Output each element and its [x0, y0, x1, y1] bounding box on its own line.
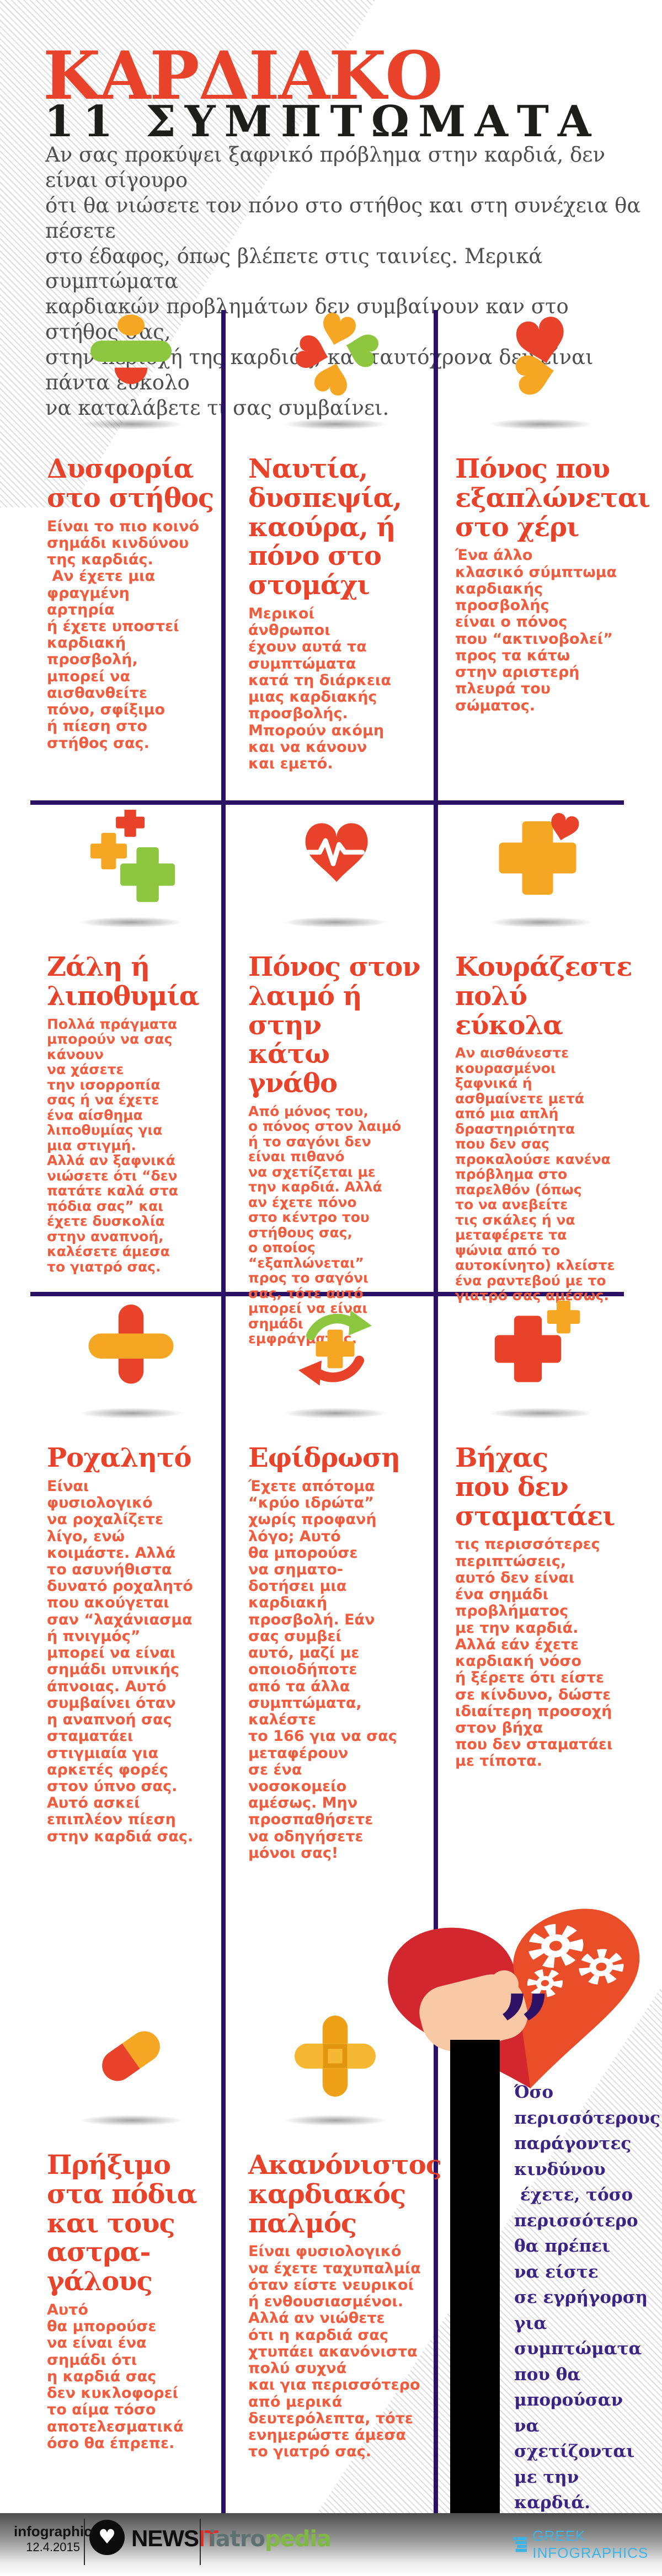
- card-body: Αν αισθάνεστε κουρασμένοι ξαφνικά ή ασθμ…: [455, 1045, 615, 1304]
- card-body: Μερικοί άνθρωποι έχουν αυτά τα συμπτώματ…: [248, 605, 391, 773]
- card-body: Είναι φυσιολογικό να ροχαλίζετε λίγο, εν…: [47, 1477, 194, 1845]
- card-body: τις περισσότερες περιπτώσεις, αυτό δεν ε…: [455, 1536, 613, 1770]
- infographics-credit: infographics 12.4.2015: [14, 2523, 100, 2554]
- card-irregular-heartbeat: Ακανόνιστος καρδιακός παλμός Είναι φυσιο…: [248, 2008, 442, 2461]
- card-fatigue: Κουράζεστε πολύ εύκολα Αν αισθάνεστε κου…: [455, 810, 632, 1304]
- iatropedia-logo: iatropedia: [209, 2526, 332, 2552]
- heartbeat-heart-icon: [248, 810, 422, 916]
- gear-icon: [527, 1969, 563, 1997]
- overlapping-hearts-icon: [455, 312, 627, 418]
- column-divider-1: [221, 310, 226, 2513]
- card-swelling: Πρήξιμο στα πόδια και τους αστρα- γάλους…: [47, 2008, 215, 2452]
- chest-discomfort-icon: [47, 312, 215, 418]
- icon-shadow: [282, 917, 388, 928]
- card-title: Εφίδρωση: [248, 1442, 401, 1473]
- card-title: Δυσφορία στο στήθος: [47, 453, 214, 514]
- card-body: Ένα άλλο κλασικό σύμπτωμα καρδιακής προσ…: [455, 547, 617, 714]
- quote-text: Όσο περισσότερους παράγοντες κινδύνου έχ…: [514, 2082, 660, 2513]
- iatropedia-text-iatro: iatro: [209, 2526, 265, 2552]
- card-chest-discomfort: Δυσφορία στο στήθος Είναι το πιο κοινό σ…: [47, 312, 215, 752]
- cross-heart-icon: [455, 810, 627, 916]
- card-title: Πρήξιμο στα πόδια και τους αστρα- γάλους: [47, 2150, 197, 2297]
- card-body: Είναι το πιο κοινό σημάδι κινδύνου της κ…: [47, 517, 200, 752]
- iatropedia-text-pedia: pedia: [265, 2526, 332, 2552]
- card-arm-pain: Πόνος που εξαπλώνεται στο χέρι Ένα άλλο …: [455, 312, 650, 714]
- greek-infographics-icon: [513, 2537, 527, 2552]
- footer-bar: infographics 12.4.2015 ♥ NEWSIT iatroped…: [0, 2513, 662, 2576]
- quote-mark-icon: ”: [498, 1974, 552, 2085]
- card-title: Βήχας που δεν σταματάει: [455, 1442, 615, 1532]
- newsit-logo: NEWSIT: [131, 2525, 218, 2552]
- card-title: Ροχαλητό: [47, 1442, 191, 1473]
- page-subtitle: 11 ΣΥΜΠΤΩΜΑΤΑ: [44, 97, 600, 147]
- newsit-logo-icon: ♥: [89, 2520, 125, 2555]
- greek-infographics-logo: GREEK INFOGRAPHICS: [513, 2527, 662, 2562]
- gear-icon: [528, 1923, 584, 1968]
- card-body: Είναι φυσιολογικό να έχετε ταχυπαλμία ότ…: [248, 2243, 421, 2461]
- icon-shadow: [78, 2115, 184, 2126]
- card-title: Ακανόνιστος καρδιακός παλμός: [248, 2150, 442, 2239]
- card-jaw-neck-pain: Πόνος στον λαιμό ή στην κάτω γνάθο Από μ…: [248, 810, 422, 1346]
- icon-shadow: [489, 917, 594, 928]
- page-title: ΚΑΡΔΙΑΚΟ: [43, 37, 443, 115]
- card-title: Πόνος που εξαπλώνεται στο χέρι: [455, 453, 650, 543]
- footer-divider: [200, 2519, 201, 2565]
- arm-illustration: [450, 2040, 500, 2513]
- footer-divider: [84, 2519, 85, 2565]
- row-divider-2: [30, 1292, 624, 1296]
- hearts-pinwheel-icon: [248, 312, 422, 418]
- card-body: Από μόνος του, ο πόνος στον λαιμό ή το σ…: [248, 1103, 402, 1347]
- double-cross-icon: [455, 1301, 627, 1407]
- newsit-text-news: NEWS: [131, 2525, 199, 2551]
- refresh-arrows-cross-icon: [248, 1301, 422, 1407]
- card-snoring: Ροχαλητό Είναι φυσιολογικό να ροχαλίζετε…: [47, 1301, 215, 1845]
- bandage-cross-icon: [248, 2008, 422, 2114]
- card-body: Αυτό θα μπορούσε να είναι ένα σημάδι ότι…: [47, 2301, 184, 2452]
- greek-infographics-text: GREEK INFOGRAPHICS: [532, 2527, 649, 2561]
- infographics-label: infographics: [14, 2523, 100, 2540]
- card-dizziness: Ζάλη ή λιποθυμία Πολλά πράγματα μπορούν …: [47, 810, 215, 1274]
- column-divider-2: [434, 310, 438, 2513]
- icon-shadow: [489, 1408, 594, 1419]
- infographics-date: 12.4.2015: [26, 2540, 80, 2554]
- card-title: Κουράζεστε πολύ εύκολα: [455, 952, 632, 1041]
- intro-paragraph: Αν σας προκύψει ξαφνικό πρόβλημα στην κα…: [45, 143, 641, 420]
- card-title: Πόνος στον λαιμό ή στην κάτω γνάθο: [248, 952, 421, 1099]
- card-body: Έχετε απότομα “κρύο ιδρώτα” χωρίς προφαν…: [248, 1477, 397, 1862]
- row-divider-1: [30, 800, 624, 805]
- icon-shadow: [78, 419, 184, 430]
- card-body: Πολλά πράγματα μπορούν να σας κάνουν να …: [47, 1016, 178, 1275]
- icon-shadow: [282, 2115, 388, 2126]
- card-cough: Βήχας που δεν σταματάει τις περισσότερες…: [455, 1301, 627, 1770]
- thumb-illustration: [490, 1970, 519, 1999]
- icon-shadow: [282, 1408, 388, 1419]
- crosses-trio-icon: [47, 810, 215, 916]
- card-title: Ζάλη ή λιποθυμία: [47, 952, 200, 1012]
- icon-shadow: [282, 419, 388, 430]
- icon-shadow: [78, 917, 184, 928]
- icon-shadow: [78, 1408, 184, 1419]
- pill-icon: [47, 2008, 215, 2114]
- capsule-cross-icon: [47, 1301, 215, 1407]
- newsit-text-it: IT: [199, 2525, 218, 2551]
- newsit-heart-glyph: ♥: [98, 2526, 116, 2548]
- icon-shadow: [489, 419, 594, 430]
- card-sweating: Εφίδρωση Έχετε απότομα “κρύο ιδρώτα” χωρ…: [248, 1301, 422, 1862]
- card-nausea: Ναυτία, δυσπεψία, καούρα, ή πόνο στο στο…: [248, 312, 422, 772]
- card-title: Ναυτία, δυσπεψία, καούρα, ή πόνο στο στο…: [248, 453, 402, 601]
